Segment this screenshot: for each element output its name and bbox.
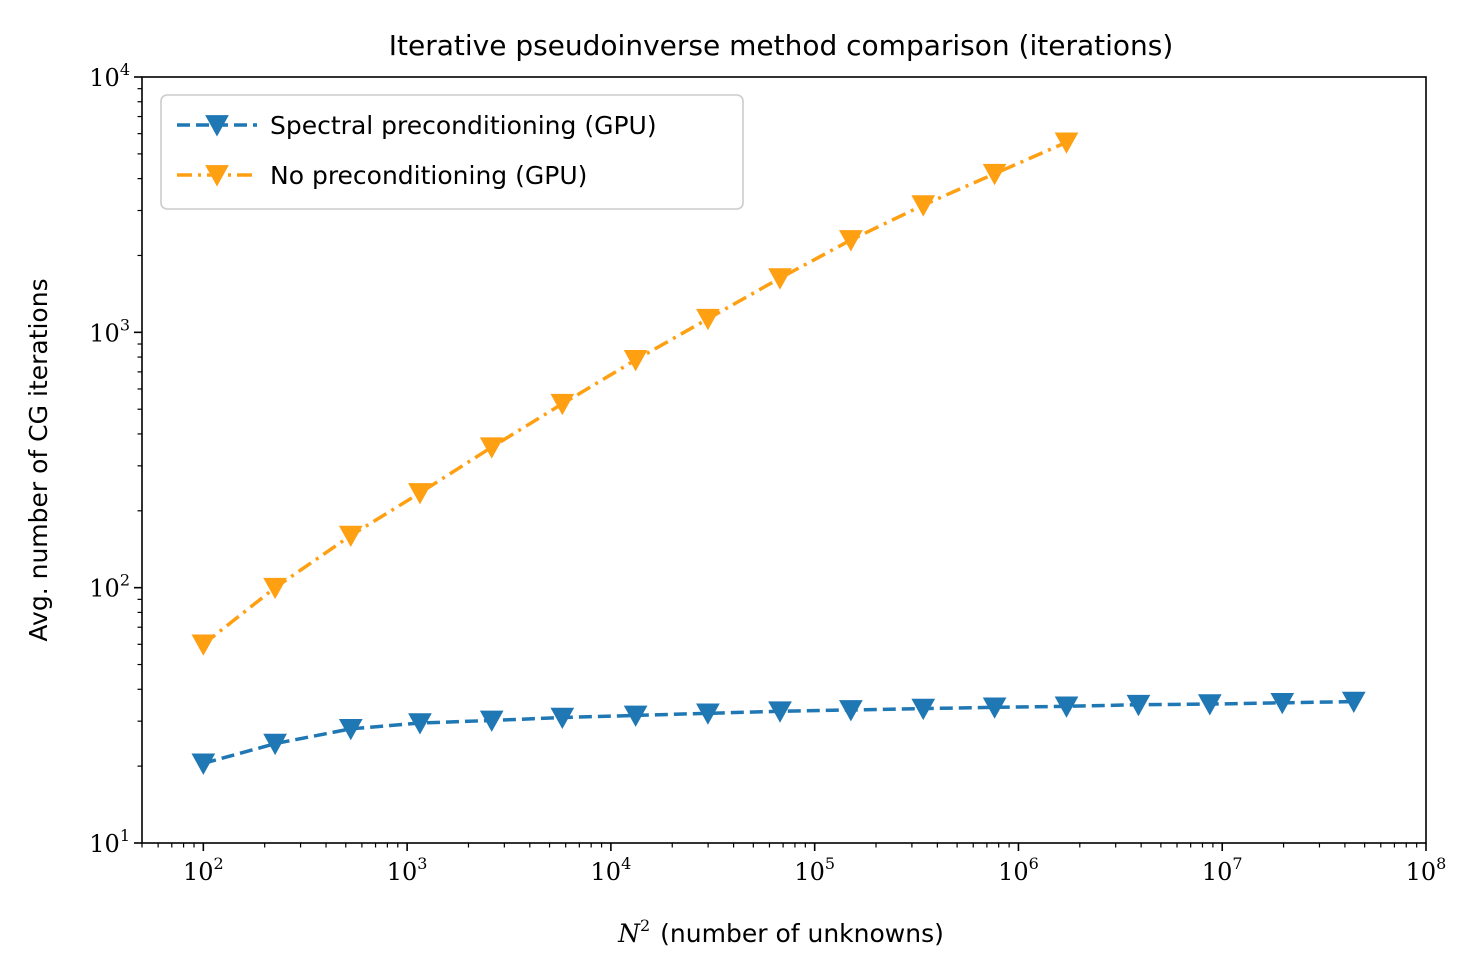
data-point <box>479 710 504 732</box>
series-0 <box>191 691 1366 775</box>
legend-frame <box>160 94 744 210</box>
data-point <box>1126 694 1151 717</box>
data-point <box>550 393 575 416</box>
data-point <box>623 350 648 372</box>
data-point <box>191 753 216 775</box>
x-tick-label: 104 <box>591 854 632 886</box>
x-tick-label: 107 <box>1202 854 1243 886</box>
data-point <box>768 268 792 290</box>
x-axis-label: N2 (number of unknowns) <box>617 916 944 948</box>
y-tick-label: 103 <box>89 315 130 347</box>
data-point <box>982 163 1007 186</box>
data-point <box>839 230 863 252</box>
series-layer <box>191 132 1366 775</box>
data-point <box>263 577 287 600</box>
plot-frame <box>141 76 1427 844</box>
data-point <box>696 703 720 725</box>
legend: Spectral preconditioning (GPU) No precon… <box>160 94 744 210</box>
x-tick-label: 102 <box>183 854 224 886</box>
y-axis-label: Avg. number of CG iterations <box>24 278 53 641</box>
x-tick-label: 108 <box>1406 854 1447 886</box>
data-point <box>623 705 648 727</box>
data-point <box>696 308 720 331</box>
legend-item-spectral: Spectral preconditioning (GPU) <box>177 111 657 140</box>
data-point <box>1341 691 1366 714</box>
data-point <box>263 733 287 756</box>
legend-label-spectral: Spectral preconditioning (GPU) <box>270 111 657 140</box>
x-tick-label: 103 <box>387 854 428 886</box>
y-tick-label: 101 <box>89 826 130 858</box>
data-point <box>479 437 504 459</box>
data-point <box>1054 132 1079 154</box>
x-tick-label: 106 <box>998 854 1039 886</box>
data-point <box>550 707 575 730</box>
y-tick-label: 104 <box>89 60 130 92</box>
data-point <box>982 697 1007 719</box>
data-point <box>408 483 432 505</box>
data-point <box>191 634 216 656</box>
data-point <box>408 713 432 735</box>
data-point <box>768 701 792 723</box>
series-1 <box>191 132 1079 656</box>
data-point <box>338 525 363 548</box>
legend-marker-spectral <box>205 115 229 137</box>
data-point <box>1054 696 1079 718</box>
data-point <box>911 195 936 217</box>
data-point <box>839 700 863 722</box>
chart-title: Iterative pseudoinverse method compariso… <box>389 29 1174 62</box>
data-point <box>1197 694 1222 716</box>
legend-marker-no-preconditioning <box>205 165 229 187</box>
data-point <box>911 698 936 721</box>
y-axis-ticks: 101 102 103 104 <box>89 60 142 858</box>
legend-item-no-preconditioning: No preconditioning (GPU) <box>177 161 587 190</box>
x-tick-label: 105 <box>794 854 835 886</box>
y-tick-label: 102 <box>89 571 130 603</box>
data-point <box>338 718 363 741</box>
x-axis-ticks: 102 103 104 105 106 107 108 <box>141 843 1447 886</box>
data-point <box>1270 692 1295 715</box>
legend-label-no-preconditioning: No preconditioning (GPU) <box>270 161 587 190</box>
